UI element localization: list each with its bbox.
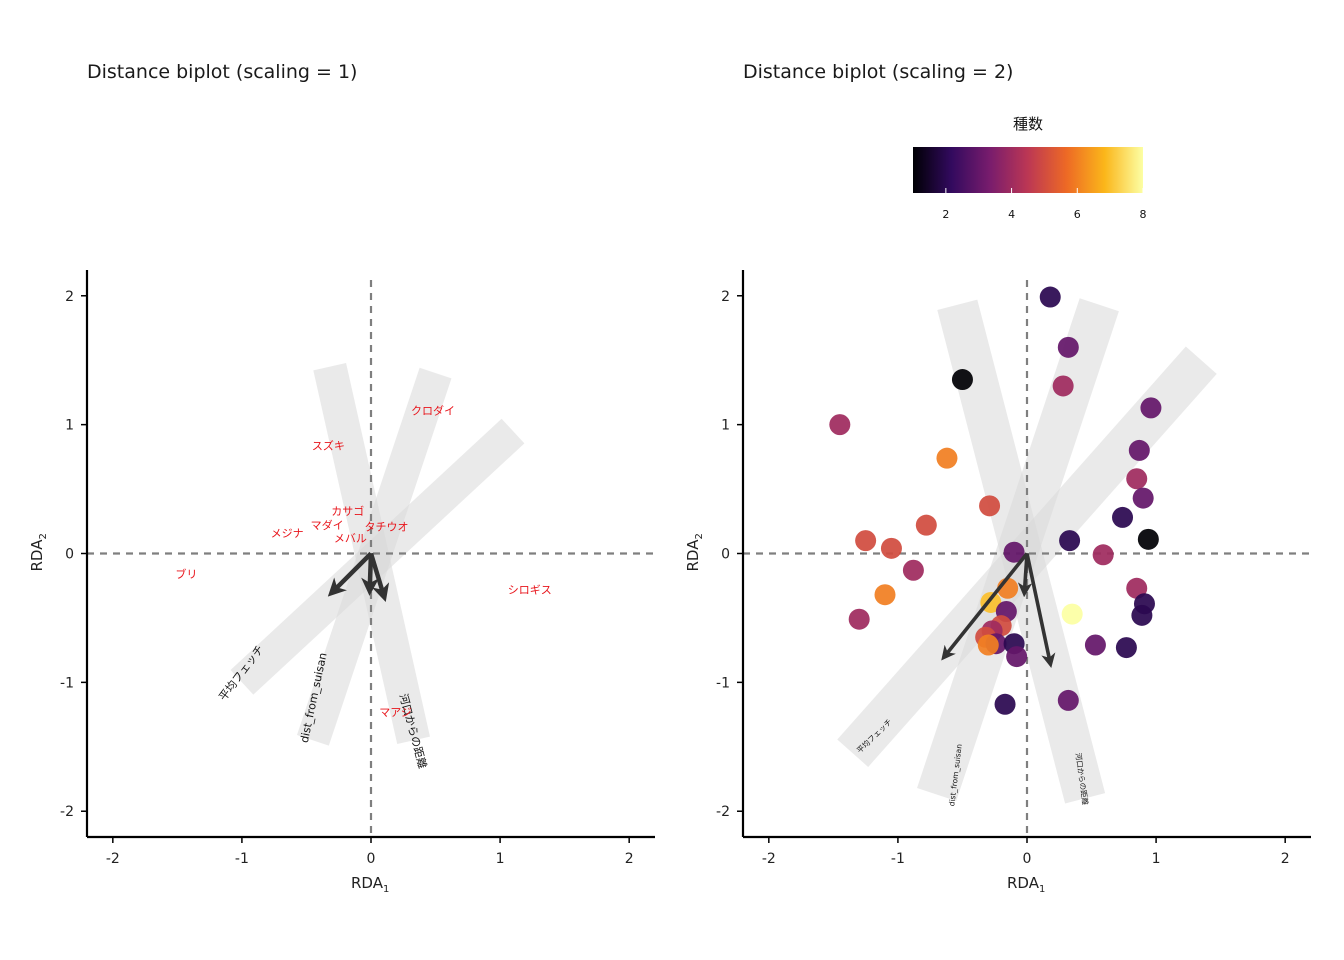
site-point (829, 414, 851, 436)
species-label: マアジ (379, 706, 412, 719)
site-point (1131, 604, 1153, 626)
species-label: メバル (334, 532, 367, 545)
variable-arrow-3 (1017, 553, 1033, 598)
panel-1-arrows (327, 551, 390, 603)
variable-arrow-2 (1025, 553, 1056, 668)
panel-2-x-axis-label: RDA1 (1007, 874, 1045, 895)
site-point (848, 608, 870, 630)
site-point (1132, 487, 1154, 509)
site-point (1006, 646, 1028, 668)
y-tick-label: 2 (65, 289, 74, 305)
site-point (1057, 689, 1079, 711)
site-point (1057, 336, 1079, 358)
y-tick-label: -1 (60, 675, 74, 691)
site-point (1039, 286, 1061, 308)
site-point (1140, 397, 1162, 419)
site-point (1126, 468, 1148, 490)
y-tick-label: 1 (65, 418, 74, 434)
site-point (1061, 603, 1083, 625)
species-label: クロダイ (411, 403, 455, 417)
site-point (1003, 541, 1025, 563)
legend-tick-label: 2 (942, 208, 949, 221)
panel-2-y-axis-label: RDA2 (684, 533, 705, 571)
species-label: シロギス (508, 584, 552, 597)
species-label: カサゴ (331, 504, 364, 518)
variable-arrow-1 (941, 552, 1029, 661)
site-point (1128, 439, 1150, 461)
variable-arrow-2 (368, 552, 390, 603)
x-tick-label: -1 (891, 851, 905, 867)
legend-tick-label: 6 (1074, 208, 1081, 221)
y-tick-label: -2 (716, 804, 730, 820)
color-legend: 種数 2 4 6 8 (913, 115, 1147, 221)
species-label: メジナ (271, 527, 304, 540)
panel-1-x-axis-label: RDA1 (351, 874, 389, 895)
species-label: タチウオ (364, 520, 408, 533)
variable-arrow-1 (327, 551, 373, 597)
site-point (1059, 530, 1081, 552)
site-point (936, 447, 958, 469)
site-point (979, 495, 1001, 517)
legend-colorbar (913, 147, 1143, 193)
panel-1-y-axis-label: RDA2 (28, 533, 49, 571)
panel-scaling-1: Distance biplot (scaling = 1) -2 -1 0 1 2-2-… (28, 61, 655, 895)
y-tick-label: 0 (721, 547, 730, 563)
legend-title: 種数 (1013, 115, 1043, 133)
x-tick-label: 2 (625, 851, 634, 867)
site-point (1092, 544, 1114, 566)
species-label: マダイ (311, 518, 344, 532)
legend-tick-label: 8 (1140, 208, 1147, 221)
x-tick-label: -2 (762, 851, 776, 867)
site-point (880, 537, 902, 559)
site-point (977, 634, 999, 656)
x-tick-label: 2 (1281, 851, 1290, 867)
x-tick-label: 0 (1023, 851, 1032, 867)
site-point (951, 369, 973, 391)
y-tick-label: 2 (721, 289, 730, 305)
panel-scaling-2: Distance biplot (scaling = 2) 種数 2 4 6 8 -2… (684, 61, 1311, 895)
site-point (1126, 577, 1148, 599)
site-point (1112, 506, 1134, 528)
panel-2-arrows (941, 552, 1056, 668)
y-tick-label: -1 (716, 675, 730, 691)
site-point (874, 584, 896, 606)
y-tick-label: 1 (721, 418, 730, 434)
x-tick-label: 1 (1152, 851, 1161, 867)
panel-1-axes: -2 -1 0 1 2 -2 -1 0 1 2 (60, 270, 655, 867)
variable-arrow-3 (361, 553, 380, 596)
panel-2-points (829, 286, 1162, 715)
x-tick-label: 0 (367, 851, 376, 867)
legend-tick-label: 4 (1008, 208, 1015, 221)
site-point (855, 530, 877, 552)
site-point (994, 693, 1016, 715)
legend-ticks: 2 4 6 8 (942, 188, 1147, 221)
site-point (1084, 634, 1106, 656)
site-point (1137, 528, 1159, 550)
panel-1-title: Distance biplot (scaling = 1) (87, 61, 357, 83)
species-label: ブリ (175, 567, 197, 581)
y-tick-label: 0 (65, 547, 74, 563)
site-point (1052, 375, 1074, 397)
site-point (1115, 637, 1137, 659)
panel-2-title: Distance biplot (scaling = 2) (743, 61, 1013, 83)
site-point (915, 514, 937, 536)
panel-2-axes: -2 -1 0 1 2 -2 -1 0 1 2 (716, 270, 1311, 867)
species-label: スズキ (312, 438, 345, 452)
x-tick-label: -1 (235, 851, 249, 867)
y-tick-label: -2 (60, 804, 74, 820)
x-tick-label: 1 (496, 851, 505, 867)
x-tick-label: -2 (106, 851, 120, 867)
site-point (902, 559, 924, 581)
